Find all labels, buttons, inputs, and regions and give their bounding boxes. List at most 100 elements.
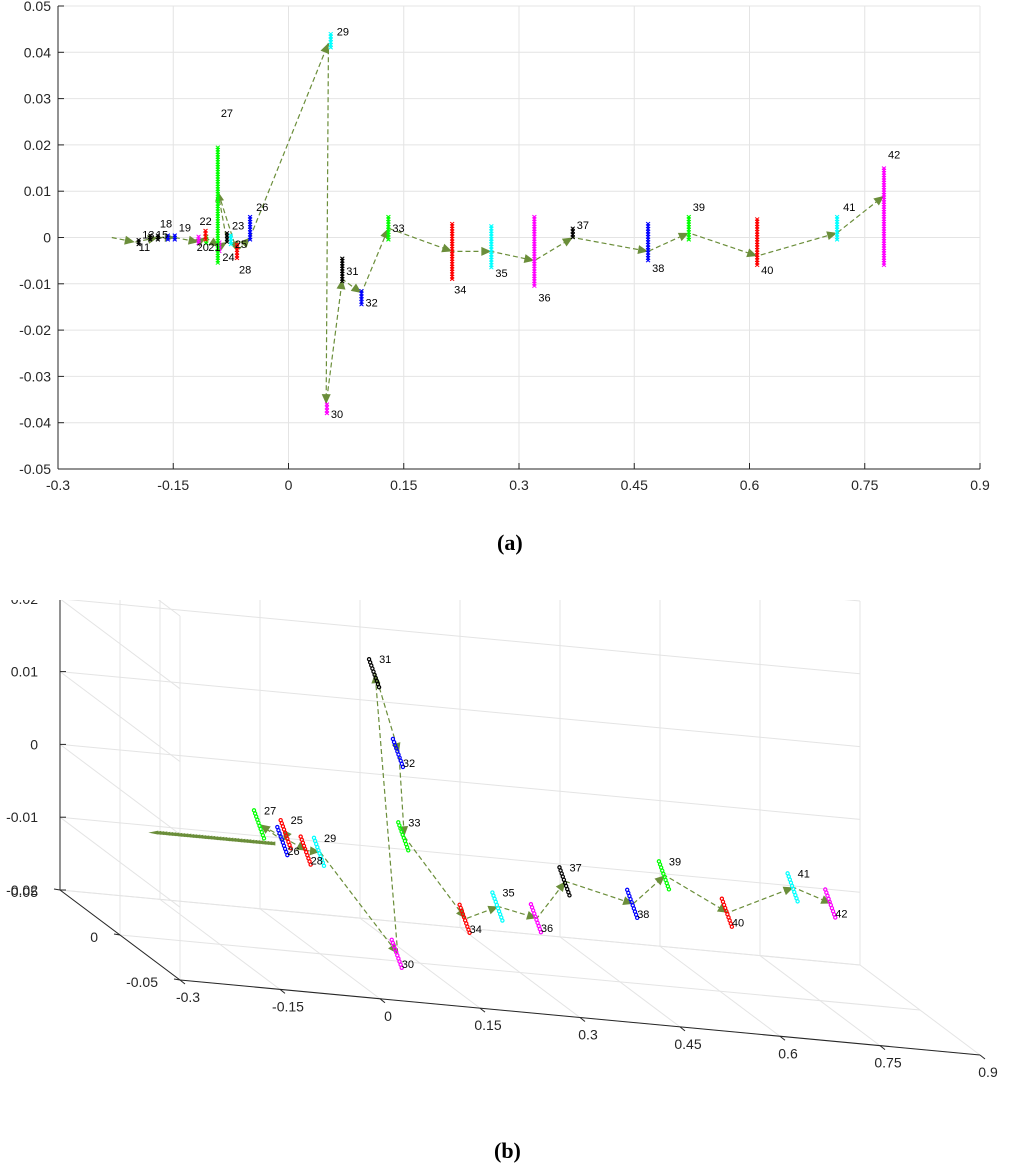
x-tick-label: 0.75 — [874, 1055, 901, 1071]
cluster-marker — [500, 918, 505, 923]
cluster-label-11: 11 — [139, 242, 150, 254]
y-tick-label: 0.04 — [24, 44, 51, 60]
cluster-marker — [795, 899, 800, 904]
early-cluster-arrow — [265, 841, 276, 846]
cluster-11 — [136, 237, 141, 247]
y-tick-label: -0.01 — [19, 276, 51, 292]
cluster-marker — [567, 893, 572, 898]
cluster-19 — [172, 233, 178, 242]
cluster-13 — [147, 233, 153, 242]
trajectory-arrow — [873, 195, 884, 206]
x-tick — [179, 979, 186, 985]
cluster-25 — [278, 817, 293, 851]
cluster-20 — [196, 234, 201, 246]
trajectory-arrow — [309, 846, 320, 856]
grid-back-z — [59, 816, 861, 893]
x-tick — [379, 998, 386, 1004]
cluster-label-39: 39 — [693, 202, 705, 214]
cluster-marker — [261, 836, 267, 841]
y-tick-label: 0.03 — [24, 91, 51, 107]
cluster-30 — [324, 402, 330, 416]
cluster-label-33: 33 — [392, 223, 404, 235]
cluster-15 — [155, 233, 161, 242]
cluster-27 — [251, 808, 267, 841]
trajectory-arrow — [826, 231, 838, 240]
trajectory-arrow — [320, 43, 329, 54]
cluster-label-21: 21 — [208, 242, 220, 254]
x-tick-label: 0.15 — [390, 477, 417, 493]
cluster-29 — [328, 31, 334, 50]
caption-b: (b) — [494, 1138, 521, 1163]
cluster-label-40: 40 — [732, 918, 744, 930]
y-tick — [53, 888, 61, 891]
cluster-label-25: 25 — [291, 815, 303, 827]
cluster-label-41: 41 — [843, 202, 855, 214]
cluster-38 — [645, 221, 651, 263]
x-tick-label: 0.6 — [740, 477, 760, 493]
cluster-32 — [359, 288, 364, 307]
cluster-33 — [396, 820, 411, 853]
x-tick-label: 0 — [384, 1008, 392, 1024]
trajectory-arrow — [523, 254, 535, 263]
trajectory-arrow — [654, 875, 665, 886]
cluster-36 — [528, 902, 544, 935]
cluster-label-36: 36 — [541, 923, 553, 935]
cluster-37 — [557, 865, 572, 898]
grid-back-z — [59, 743, 861, 820]
y-tick-label: 0.02 — [24, 137, 51, 153]
cluster-40 — [754, 217, 760, 268]
trajectory-arrow — [746, 248, 758, 258]
x-tick-label: 0.6 — [778, 1045, 798, 1061]
trajectory-arrow — [124, 235, 135, 245]
y-tick-label: 0.01 — [24, 183, 51, 199]
cluster-marker — [321, 863, 327, 869]
x-tick-label: 0.3 — [509, 477, 529, 493]
cluster-label-31: 31 — [346, 266, 358, 278]
cluster-label-35: 35 — [502, 888, 514, 900]
grid-side-z — [59, 816, 181, 908]
y-tick-label: 0 — [90, 929, 98, 945]
cluster-41 — [834, 214, 840, 242]
cluster-label-31: 31 — [379, 654, 391, 666]
cluster-label-37: 37 — [569, 862, 581, 874]
cluster-label-27: 27 — [221, 108, 233, 120]
x-tick — [279, 988, 286, 994]
cluster-label-27: 27 — [264, 805, 276, 817]
cluster-label-30: 30 — [402, 959, 414, 971]
grid-floor-y — [119, 934, 921, 1011]
x-tick-label: 0.3 — [578, 1027, 598, 1043]
cluster-32 — [390, 736, 406, 770]
cluster-29 — [311, 835, 327, 869]
cluster-label-42: 42 — [888, 150, 900, 162]
cluster-28 — [234, 242, 240, 261]
trajectory-arrow — [782, 886, 794, 896]
x-tick-label: 0.9 — [970, 477, 990, 493]
x-tick-label: 0.75 — [851, 477, 878, 493]
trajectory-arrow — [260, 824, 271, 834]
z-tick-label: -0.01 — [6, 809, 38, 825]
cluster-37 — [570, 226, 576, 240]
cluster-marker — [196, 241, 201, 246]
cluster-label-34: 34 — [454, 284, 466, 296]
cluster-18 — [165, 233, 171, 242]
scatter-plot-b: -0.3 -0.15 0 0.15 0.3 0.45 0.6 0.75 0.9 0.05 0 -0.0… — [6, 600, 998, 1080]
cluster-label-22: 22 — [200, 216, 212, 228]
cluster-label-35: 35 — [495, 268, 507, 280]
trajectory-path — [111, 42, 885, 405]
cluster-label-26: 26 — [287, 846, 299, 858]
cluster-marker — [400, 764, 406, 770]
y-tick-label: 0.05 — [11, 884, 38, 900]
cluster-marker — [406, 848, 411, 853]
cluster-label-34: 34 — [470, 924, 482, 936]
cluster-28 — [298, 834, 313, 867]
x-tick-label: 0.45 — [674, 1036, 701, 1052]
cluster-label-32: 32 — [403, 758, 415, 770]
cluster-marker — [308, 862, 313, 867]
cluster-33 — [386, 214, 391, 242]
trajectory-arrow — [187, 235, 199, 245]
y-tick-label: -0.05 — [126, 974, 158, 990]
grid-side-z — [60, 600, 181, 690]
x-tick-label: 0.45 — [621, 477, 648, 493]
trajectory-arrow — [677, 232, 689, 242]
cluster-39 — [686, 214, 692, 242]
